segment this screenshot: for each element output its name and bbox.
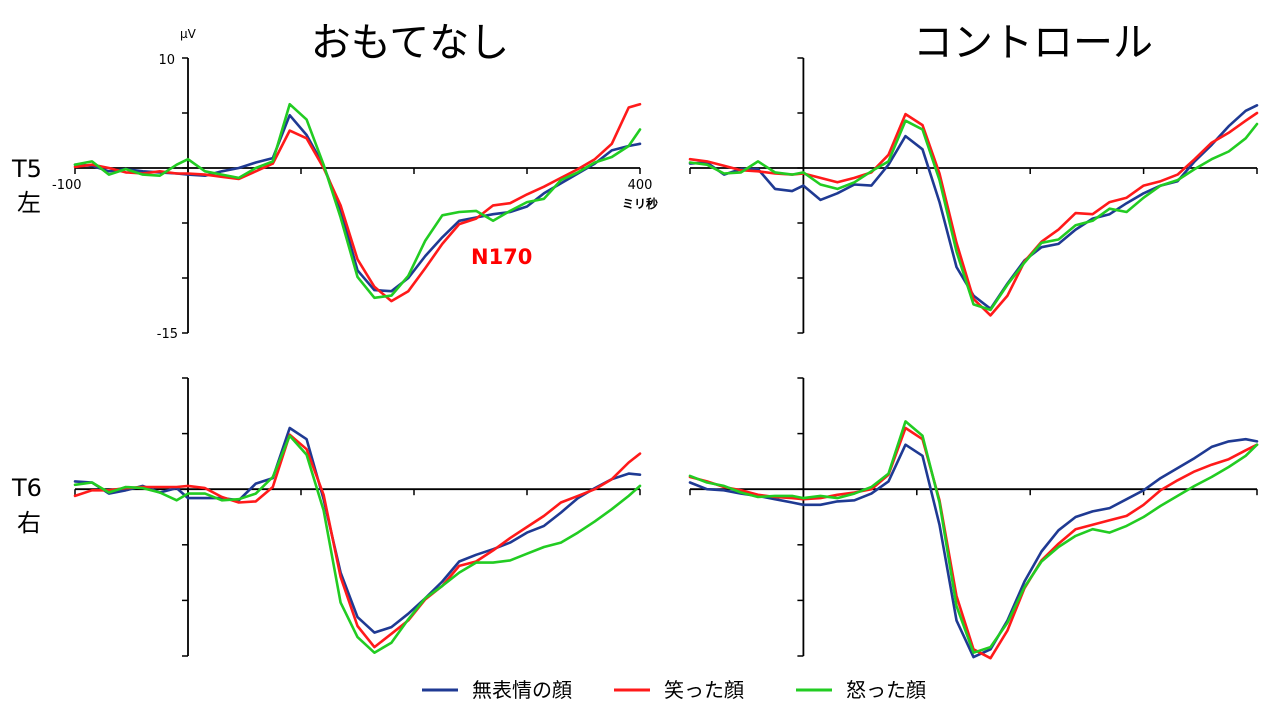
panel-t5-control <box>688 57 1259 334</box>
row-label-t6-code: T6 <box>11 474 42 502</box>
series-line-happy <box>688 426 1259 660</box>
y-unit-label: µV <box>180 27 197 41</box>
row-label-t5-code: T5 <box>11 155 42 183</box>
legend-label-happy: 笑った顔 <box>664 678 744 702</box>
legend: 無表情の顔 笑った顔 怒った顔 <box>422 678 926 702</box>
title-left: おもてなし <box>311 20 509 66</box>
plot-layer <box>73 57 1259 660</box>
series-line-neutral <box>688 104 1259 311</box>
series-line-neutral <box>73 426 642 634</box>
series-line-happy <box>73 102 642 303</box>
panel-t5-omotenashi <box>73 57 642 334</box>
title-right: コントロール <box>913 20 1153 66</box>
series-line-angry <box>73 434 642 654</box>
panel-t6-omotenashi <box>73 377 642 657</box>
y-tick-bottom: -15 <box>157 327 178 342</box>
series-line-neutral <box>688 437 1259 659</box>
series-line-angry <box>73 102 642 300</box>
panel-t6-control <box>688 377 1259 660</box>
series-line-angry <box>688 420 1259 654</box>
series-line-happy <box>688 111 1259 317</box>
row-label-t6-side: 右 <box>17 509 41 537</box>
legend-label-angry: 怒った顔 <box>846 678 926 702</box>
series-line-neutral <box>73 113 642 293</box>
row-label-t5-side: 左 <box>17 189 41 217</box>
x-tick-left: -100 <box>52 178 82 193</box>
series-line-angry <box>688 119 1259 312</box>
legend-label-neutral: 無表情の顔 <box>472 678 572 702</box>
x-unit-label: ミリ秒 <box>622 196 658 211</box>
x-tick-right: 400 <box>628 178 653 193</box>
y-tick-top: 10 <box>158 53 175 68</box>
series-line-happy <box>73 433 642 649</box>
n170-annotation: N170 <box>471 245 532 269</box>
